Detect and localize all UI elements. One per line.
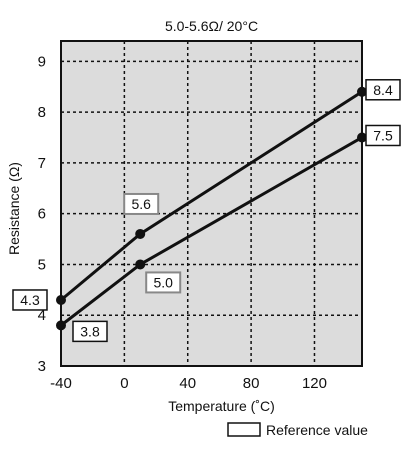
data-label-box: [365, 124, 401, 147]
data-label: 4.3: [20, 292, 40, 308]
data-label-box: [12, 289, 48, 311]
legend-label: Reference value: [266, 422, 368, 438]
series-group: [56, 86, 367, 331]
y-tick-label: 3: [38, 358, 46, 375]
y-axis-label: Resistance (Ω): [6, 162, 22, 255]
data-label: 5.0: [153, 274, 173, 290]
legend-swatch: [227, 422, 261, 437]
y-tick-label: 5: [38, 256, 46, 273]
data-point: [357, 86, 367, 97]
data-label-box: [123, 192, 160, 215]
grid-lines: [61, 41, 362, 366]
data-label-box: [365, 79, 401, 101]
data-label: 7.5: [373, 127, 393, 143]
data-label-box: [145, 271, 182, 294]
x-tick-label: 40: [179, 375, 196, 392]
y-tick-label: 8: [38, 104, 46, 121]
data-label: 5.6: [131, 196, 151, 212]
y-tick-label: 7: [38, 155, 46, 172]
y-tick-label: 9: [38, 53, 46, 70]
data-point: [56, 294, 66, 305]
x-tick-label: 80: [243, 375, 260, 392]
plot-area: [60, 40, 363, 367]
data-label: 8.4: [373, 82, 393, 98]
data-point: [135, 259, 146, 270]
data-label: 3.8: [80, 323, 100, 339]
y-axis-ticks: 3 4 5 6 7 8 9: [38, 53, 46, 375]
x-tick-label: 0: [120, 375, 128, 392]
data-point: [357, 132, 367, 143]
x-axis-ticks: -40 0 40 80 120: [50, 375, 327, 392]
x-tick-label: -40: [50, 375, 72, 392]
y-tick-label: 4: [38, 307, 46, 324]
data-label-box: [72, 320, 108, 343]
data-point: [56, 320, 66, 331]
x-tick-label: 120: [302, 375, 327, 392]
y-tick-label: 6: [38, 206, 46, 223]
data-point: [135, 228, 146, 239]
legend: Reference value: [227, 422, 368, 438]
x-axis-label: Temperature (˚C): [168, 398, 275, 414]
chart-title: 5.0-5.6Ω/ 20°C: [165, 18, 258, 34]
data-labels: 4.3 5.6 8.4 3.8 5.0 7.5: [12, 79, 401, 343]
